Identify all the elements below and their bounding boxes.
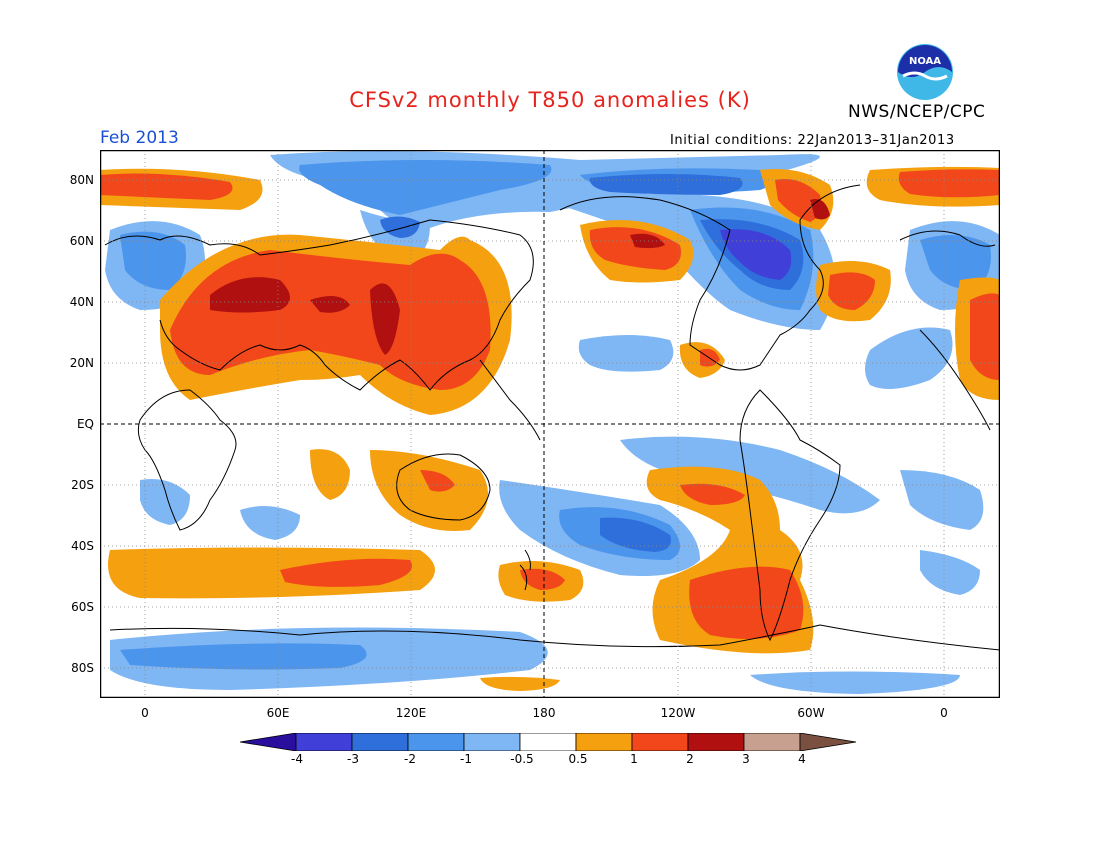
warm-anomaly-strong (210, 199, 830, 355)
logo-text: NOAA (909, 56, 941, 67)
colorbar-segment (687, 732, 745, 752)
lat-label-60s: 60S (71, 600, 94, 614)
lat-label-eq: EQ (76, 417, 94, 431)
lon-label-120e: 120E (395, 706, 427, 720)
colorbar-label: -2 (404, 752, 416, 766)
colorbar-segment (239, 732, 297, 752)
noaa-logo: NOAA (895, 42, 955, 102)
colorbar-segment (575, 732, 633, 752)
colorbar-label: 1 (630, 752, 638, 766)
lon-label-120w: 120W (660, 706, 696, 720)
lat-label-40n: 40N (69, 295, 94, 309)
lon-label-0-right: 0 (940, 706, 948, 720)
colorbar-label: 2 (686, 752, 694, 766)
lat-label-40s: 40S (71, 539, 94, 553)
lat-label-20n: 20N (69, 356, 94, 370)
cool-anomaly-very-strong (720, 229, 792, 280)
month-label: Feb 2013 (100, 128, 179, 148)
agency-label: NWS/NCEP/CPC (848, 102, 986, 122)
colorbar-segment (407, 732, 465, 752)
coastlines (104, 184, 1001, 651)
colorbar-segment (631, 732, 689, 752)
graticule (100, 150, 1000, 698)
colorbar-label: 4 (798, 752, 806, 766)
colorbar-label: -4 (291, 752, 303, 766)
colorbar-segment (463, 732, 521, 752)
lon-label-60w: 60W (797, 706, 825, 720)
colorbar-segment (519, 732, 577, 752)
colorbar-label: -3 (347, 752, 359, 766)
colorbar-segment (799, 732, 857, 752)
chart-title: CFSv2 monthly T850 anomalies (K) (349, 88, 751, 112)
colorbar-label: 3 (742, 752, 750, 766)
colorbar-segment (743, 732, 801, 752)
colorbar-label: -1 (460, 752, 472, 766)
lon-label-180: 180 (532, 706, 556, 720)
lat-label-20s: 20S (71, 478, 94, 492)
colorbar (239, 732, 862, 752)
colorbar-segment (351, 732, 409, 752)
colorbar-label: 0.5 (568, 752, 588, 766)
colorbar-segment (295, 732, 353, 752)
lon-label-0-left: 0 (141, 706, 149, 720)
lat-label-80s: 80S (71, 661, 94, 675)
colorbar-label: -0.5 (510, 752, 534, 766)
equator-and-dateline (100, 150, 1000, 698)
lat-label-60n: 60N (69, 234, 94, 248)
lat-label-80n: 80N (69, 173, 94, 187)
initial-conditions-label: Initial conditions: 22Jan2013–31Jan2013 (670, 133, 955, 148)
lon-label-60e: 60E (266, 706, 290, 720)
anomaly-map (99, 149, 1001, 699)
